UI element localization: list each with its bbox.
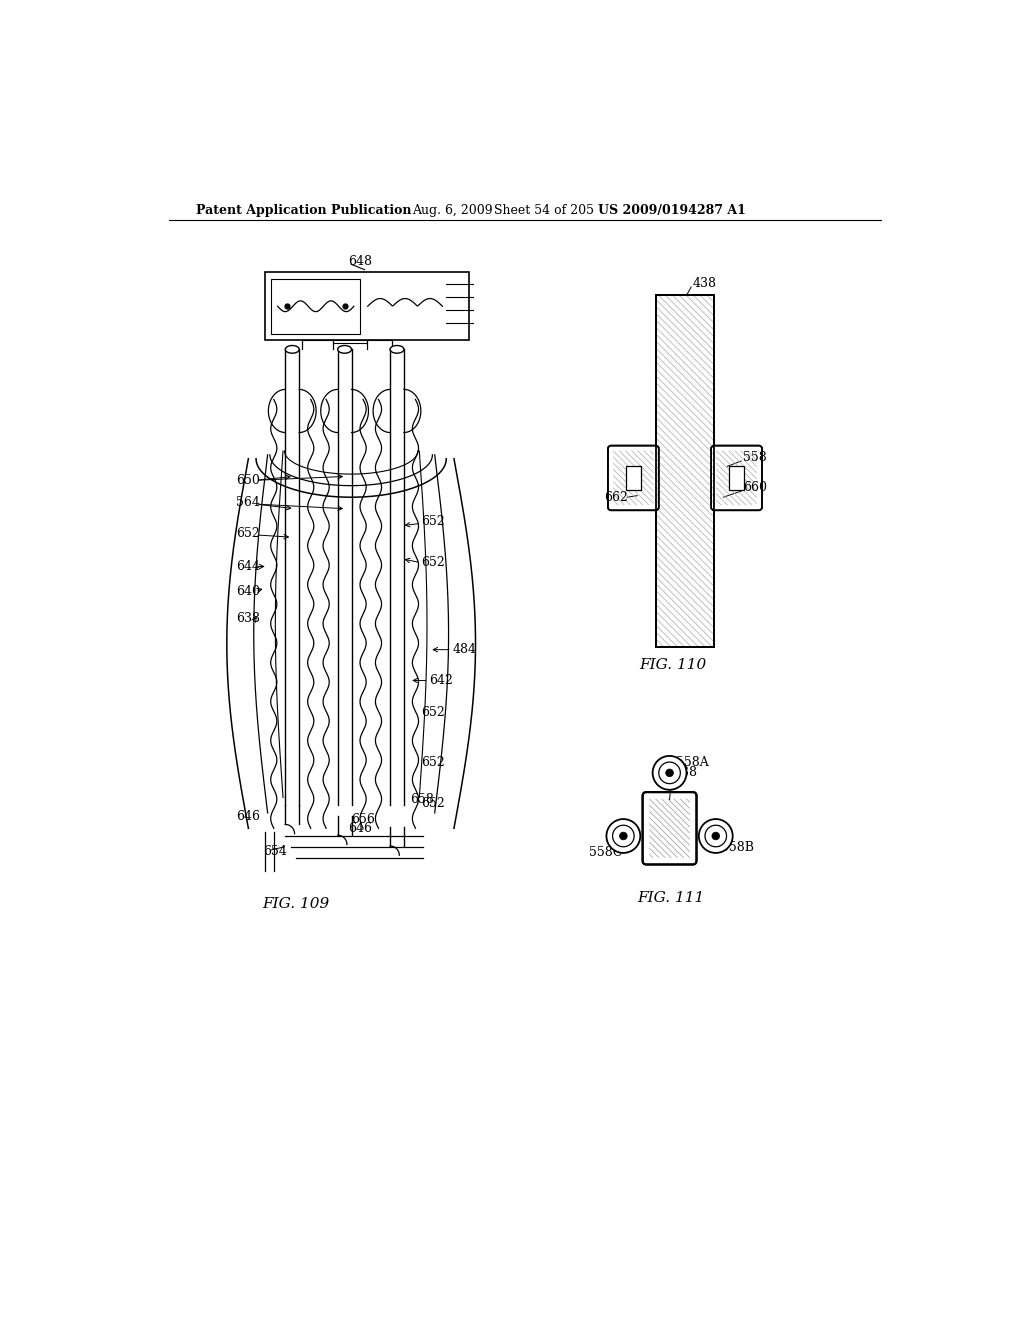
Circle shape — [606, 818, 640, 853]
Text: 564: 564 — [237, 496, 260, 510]
Text: 558: 558 — [742, 450, 766, 463]
Text: 652: 652 — [422, 756, 445, 770]
Bar — [626, 466, 641, 490]
Circle shape — [612, 825, 634, 847]
Ellipse shape — [338, 346, 351, 354]
Text: 644: 644 — [237, 560, 260, 573]
Text: 654: 654 — [263, 845, 287, 858]
Text: 642: 642 — [429, 675, 454, 686]
Text: 652: 652 — [422, 515, 445, 528]
Text: 646: 646 — [237, 810, 260, 824]
Text: 646: 646 — [348, 822, 373, 834]
Circle shape — [698, 818, 733, 853]
Circle shape — [666, 770, 674, 776]
Circle shape — [658, 762, 680, 784]
Ellipse shape — [390, 346, 403, 354]
Text: US 2009/0194287 A1: US 2009/0194287 A1 — [598, 205, 745, 218]
Circle shape — [620, 832, 628, 840]
Ellipse shape — [286, 346, 299, 354]
Bar — [265, 272, 469, 341]
Text: 652: 652 — [237, 527, 260, 540]
Text: 648: 648 — [348, 255, 373, 268]
Text: FIG. 110: FIG. 110 — [639, 659, 706, 672]
Text: 662: 662 — [604, 491, 628, 504]
Text: 484: 484 — [453, 643, 476, 656]
Text: 652: 652 — [422, 556, 445, 569]
Text: FIG. 109: FIG. 109 — [262, 896, 330, 911]
Text: 660: 660 — [742, 482, 767, 495]
Text: Patent Application Publication: Patent Application Publication — [196, 205, 412, 218]
Circle shape — [712, 832, 720, 840]
Text: 658: 658 — [410, 792, 434, 805]
Text: 656: 656 — [351, 813, 376, 825]
FancyBboxPatch shape — [711, 446, 762, 511]
Circle shape — [652, 756, 686, 789]
Text: Aug. 6, 2009: Aug. 6, 2009 — [412, 205, 493, 218]
FancyBboxPatch shape — [643, 792, 696, 865]
Text: 558C: 558C — [590, 846, 623, 859]
Text: 652: 652 — [422, 797, 445, 810]
Text: 650: 650 — [237, 474, 260, 487]
Text: FIG. 111: FIG. 111 — [637, 891, 705, 904]
Text: 438: 438 — [674, 767, 697, 779]
Circle shape — [705, 825, 727, 847]
Bar — [271, 279, 360, 334]
Text: 652: 652 — [422, 706, 445, 719]
Text: Sheet 54 of 205: Sheet 54 of 205 — [494, 205, 594, 218]
Bar — [655, 296, 714, 647]
Text: 638: 638 — [237, 612, 260, 626]
Bar — [655, 296, 714, 647]
Text: 640: 640 — [237, 585, 260, 598]
FancyBboxPatch shape — [608, 446, 658, 511]
Text: 558B: 558B — [721, 841, 754, 854]
Bar — [729, 466, 744, 490]
Text: 558A: 558A — [676, 755, 709, 768]
Text: 438: 438 — [692, 277, 717, 289]
